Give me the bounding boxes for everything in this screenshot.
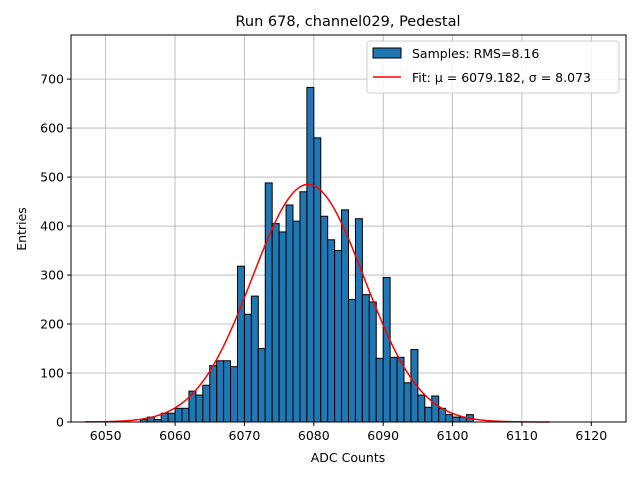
histogram-bar xyxy=(389,356,398,423)
histogram-bar xyxy=(452,416,460,423)
histogram-bar xyxy=(327,239,336,423)
histogram-bar xyxy=(431,395,440,423)
x-tick-label: 6110 xyxy=(506,428,538,443)
y-tick-label: 700 xyxy=(40,72,64,87)
histogram-bar xyxy=(271,223,280,423)
x-tick-label: 6080 xyxy=(298,428,330,443)
histogram-bar xyxy=(257,348,266,423)
y-tick-label: 500 xyxy=(40,170,64,185)
histogram-bar xyxy=(250,295,259,423)
histogram-bar xyxy=(202,384,211,423)
y-axis-ticks: 0 100 200 300 400 500 600 700 xyxy=(40,72,71,430)
histogram-bar xyxy=(445,414,454,423)
histogram-bar xyxy=(181,407,190,423)
y-tick-label: 400 xyxy=(40,219,64,234)
legend-samples-swatch xyxy=(372,47,402,59)
histogram-bar xyxy=(417,394,426,423)
x-tick-label: 6070 xyxy=(229,428,261,443)
y-tick-label: 300 xyxy=(40,268,64,283)
y-tick-label: 100 xyxy=(40,366,64,381)
histogram-bar xyxy=(382,276,391,423)
histogram-bar xyxy=(313,137,322,423)
y-tick-label: 0 xyxy=(56,415,64,430)
histogram-bar xyxy=(237,265,245,423)
x-tick-label: 6090 xyxy=(367,428,399,443)
legend-samples-label: Samples: RMS=8.16 xyxy=(412,46,539,61)
gaussian-fit-curve xyxy=(84,183,550,423)
x-tick-label: 6100 xyxy=(437,428,469,443)
x-tick-label: 6050 xyxy=(90,428,122,443)
histogram-bar xyxy=(243,313,252,423)
chart-title: Run 678, channel029, Pedestal xyxy=(235,14,460,30)
y-tick-label: 200 xyxy=(40,317,64,332)
histogram-bar xyxy=(334,250,343,423)
x-axis-ticks: 6050 6060 6070 6080 6090 6100 6110 6120 xyxy=(90,422,607,443)
histogram-bar xyxy=(361,294,370,423)
histogram-bar xyxy=(216,360,225,423)
histogram-bar xyxy=(306,86,315,423)
histogram-bars xyxy=(139,86,474,423)
histogram-bar xyxy=(285,204,294,423)
histogram-bar xyxy=(209,365,218,423)
histogram-bar xyxy=(396,356,405,423)
histogram-bar xyxy=(292,220,301,423)
histogram-bar xyxy=(167,412,176,423)
histogram-bar xyxy=(341,209,349,423)
x-tick-label: 6060 xyxy=(159,428,191,443)
histogram-bar xyxy=(278,231,287,423)
x-axis-label: ADC Counts xyxy=(311,450,386,465)
plot-frame xyxy=(70,34,627,423)
histogram-bar xyxy=(368,301,377,423)
histogram-bar xyxy=(354,218,363,423)
histogram-bar xyxy=(320,215,329,423)
y-axis-label: Entries xyxy=(14,207,29,251)
legend-box xyxy=(366,40,620,94)
histogram-bar xyxy=(299,191,308,423)
histogram-bar xyxy=(195,394,204,423)
histogram-bar xyxy=(264,182,273,423)
histogram-bar xyxy=(375,357,384,423)
legend-fit-label: Fit: μ = 6079.182, σ = 8.073 xyxy=(412,70,591,85)
histogram-bar xyxy=(403,382,412,423)
y-tick-label: 600 xyxy=(40,121,64,136)
histogram-bar xyxy=(223,360,232,423)
histogram-bar xyxy=(348,299,356,423)
legend: Samples: RMS=8.16 Fit: μ = 6079.182, σ =… xyxy=(366,40,620,94)
histogram-bar xyxy=(174,407,183,423)
x-tick-label: 6120 xyxy=(575,428,607,443)
histogram-bar xyxy=(424,406,433,423)
histogram-bar xyxy=(230,366,238,423)
